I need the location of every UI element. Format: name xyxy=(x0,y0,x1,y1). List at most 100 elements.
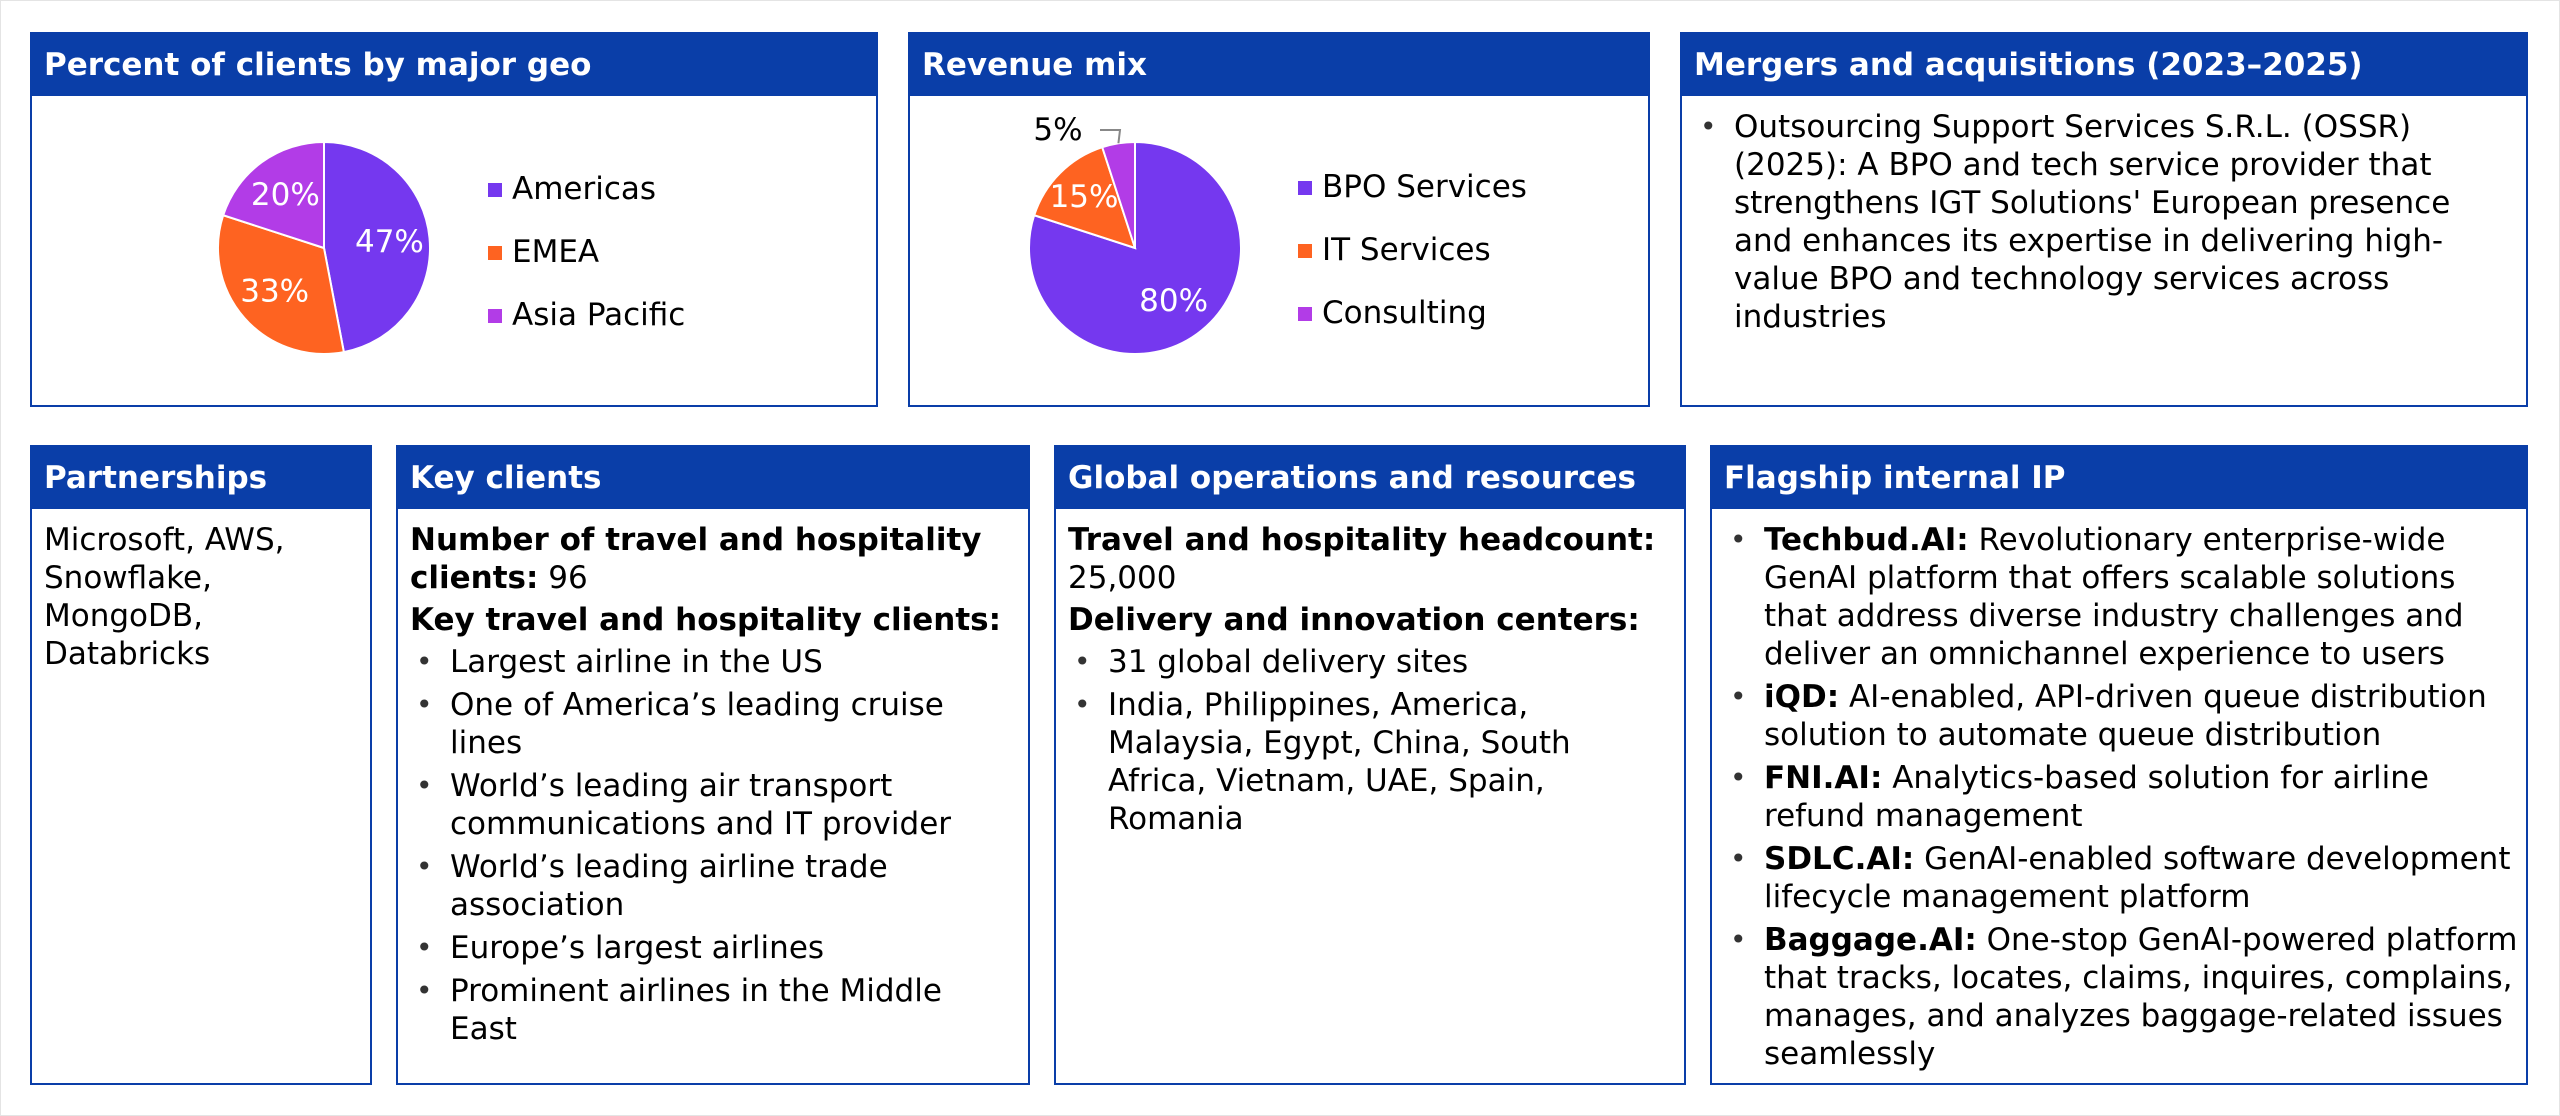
bullet-icon: • xyxy=(416,769,433,802)
list-item: • Europe’s largest airlines xyxy=(410,929,1016,967)
ip-item-desc: Revolutionary enterprise-wide GenAI plat… xyxy=(1764,522,2464,672)
bullet-icon: • xyxy=(1730,842,1747,875)
ip-list: • Techbud.AI: Revolutionary enterprise-wi… xyxy=(1724,521,2520,1073)
revenue-data-label-consulting: 5% xyxy=(1033,112,1082,148)
revenue-pie-chart: 80% 15% 5% xyxy=(1028,112,1242,355)
operations-headcount-label: Travel and hospitality headcount: xyxy=(1068,522,1656,558)
bullet-icon: • xyxy=(416,931,433,964)
bullet-icon: • xyxy=(416,850,433,883)
geo-legend: Americas EMEA Asia Pacific xyxy=(488,170,685,359)
ip-item-desc: AI-enabled, API-driven queue distributio… xyxy=(1764,679,2487,753)
legend-label-consulting: Consulting xyxy=(1322,295,1487,331)
bullet-icon: • xyxy=(1730,523,1747,556)
geo-data-label-americas: 47% xyxy=(355,224,424,260)
ip-item-desc: Analytics-based solution for airline ref… xyxy=(1764,760,2429,834)
legend-item-emea: EMEA xyxy=(488,233,685,271)
operations-headcount-value: 25,000 xyxy=(1068,560,1177,596)
bullet-icon: • xyxy=(1074,645,1091,678)
legend-item-consulting: Consulting xyxy=(1298,294,1527,332)
list-item: • iQD: AI-enabled, API-driven queue distr… xyxy=(1724,678,2520,754)
clients-count: Number of travel and hospitality clients… xyxy=(410,521,1016,597)
list-item-text: 31 global delivery sites xyxy=(1108,644,1469,680)
legend-swatch-consulting xyxy=(1298,307,1312,321)
list-item: • Largest airline in the US xyxy=(410,643,1016,681)
clients-list: • Largest airline in the US • One of Ameri… xyxy=(410,643,1016,1048)
clients-count-label: Number of travel and hospitality clients… xyxy=(410,522,982,596)
legend-item-asia-pacific: Asia Pacific xyxy=(488,296,685,334)
bullet-icon: • xyxy=(1730,761,1747,794)
list-item-text: World’s leading airline trade associatio… xyxy=(450,849,888,923)
list-item-text: Europe’s largest airlines xyxy=(450,930,825,966)
revenue-slice-bpo-services xyxy=(1028,140,1242,355)
mna-item-text: Outsourcing Support Services S.R.L. (OSS… xyxy=(1734,109,2451,335)
mna-panel: Mergers and acquisitions (2023–2025) • Ou… xyxy=(1680,32,2528,407)
bullet-icon: • xyxy=(1074,688,1091,721)
legend-label-emea: EMEA xyxy=(512,234,600,270)
geo-slice-emea xyxy=(217,213,346,355)
revenue-panel: Revenue mix 80% 15% 5% BPO Services IT Ser… xyxy=(908,32,1650,407)
legend-swatch-americas xyxy=(488,183,502,197)
revenue-slice-consulting xyxy=(1100,140,1136,249)
mna-title: Mergers and acquisitions (2023–2025) xyxy=(1682,34,2526,96)
partnerships-panel: Partnerships Microsoft, AWS, Snowflake, … xyxy=(30,445,372,1085)
list-item-text: Prominent airlines in the Middle East xyxy=(450,973,942,1047)
list-item: • SDLC.AI: GenAI-enabled software develop… xyxy=(1724,840,2520,916)
bullet-icon: • xyxy=(416,688,433,721)
legend-swatch-emea xyxy=(488,246,502,260)
legend-item-bpo-services: BPO Services xyxy=(1298,168,1527,206)
legend-swatch-asia-pacific xyxy=(488,309,502,323)
geo-pie-chart: 47% 33% 20% xyxy=(217,140,431,355)
legend-label-americas: Americas xyxy=(512,171,657,207)
bullet-icon: • xyxy=(1700,110,1717,143)
list-item-text: Largest airline in the US xyxy=(450,644,823,680)
legend-label-it-services: IT Services xyxy=(1322,232,1491,268)
revenue-data-label-bpo-services: 80% xyxy=(1139,283,1208,319)
list-item: • Prominent airlines in the Middle East xyxy=(410,972,1016,1048)
geo-slice-americas xyxy=(323,140,431,354)
partnerships-title: Partnerships xyxy=(32,447,370,509)
list-item: • FNI.AI: Analytics-based solution for ai… xyxy=(1724,759,2520,835)
operations-title: Global operations and resources xyxy=(1056,447,1684,509)
mna-item: • Outsourcing Support Services S.R.L. (OS… xyxy=(1694,108,2514,336)
legend-label-asia-pacific: Asia Pacific xyxy=(512,297,686,333)
legend-item-it-services: IT Services xyxy=(1298,231,1527,269)
clients-panel: Key clients Number of travel and hospita… xyxy=(396,445,1030,1085)
bullet-icon: • xyxy=(1730,680,1747,713)
ip-panel: Flagship internal IP • Techbud.AI: Revolu… xyxy=(1710,445,2528,1085)
ip-item-desc: One-stop GenAI-powered platform that tra… xyxy=(1764,922,2518,1072)
list-item: • World’s leading air transport communica… xyxy=(410,767,1016,843)
list-item: • One of America’s leading cruise lines xyxy=(410,686,1016,762)
geo-title: Percent of clients by major geo xyxy=(32,34,876,96)
list-item-text: World’s leading air transport communicat… xyxy=(450,768,952,842)
list-item: • India, Philippines, America, Malaysia, … xyxy=(1068,686,1672,838)
operations-panel: Global operations and resources Travel a… xyxy=(1054,445,1686,1085)
clients-count-value: 96 xyxy=(538,560,588,596)
legend-swatch-bpo-services xyxy=(1298,181,1312,195)
legend-item-americas: Americas xyxy=(488,170,685,208)
list-item: • World’s leading airline trade associati… xyxy=(410,848,1016,924)
list-item-text: India, Philippines, America, Malaysia, E… xyxy=(1108,687,1571,837)
geo-data-label-emea: 33% xyxy=(240,273,309,309)
ip-item-name: Baggage.AI: xyxy=(1764,922,1977,958)
geo-slice-asia-pacific xyxy=(221,140,325,250)
revenue-title: Revenue mix xyxy=(910,34,1648,96)
ip-item-desc: GenAI-enabled software development lifec… xyxy=(1764,841,2511,915)
geo-panel: Percent of clients by major geo 47% 33% 20… xyxy=(30,32,878,407)
bullet-icon: • xyxy=(416,974,433,1007)
ip-item-name: FNI.AI: xyxy=(1764,760,1883,796)
bullet-icon: • xyxy=(416,645,433,678)
list-item: • Techbud.AI: Revolutionary enterprise-wi… xyxy=(1724,521,2520,673)
ip-item-name: Techbud.AI: xyxy=(1764,522,1969,558)
list-item: • 31 global delivery sites xyxy=(1068,643,1672,681)
clients-title: Key clients xyxy=(398,447,1028,509)
clients-key-label: Key travel and hospitality clients: xyxy=(410,602,1001,638)
ip-item-name: iQD: xyxy=(1764,679,1840,715)
geo-data-label-asia-pacific: 20% xyxy=(251,177,320,213)
revenue-leader-line-consulting xyxy=(1100,129,1122,144)
partnerships-text: Microsoft, AWS, Snowflake, MongoDB, Data… xyxy=(44,522,285,672)
mna-list: • Outsourcing Support Services S.R.L. (OS… xyxy=(1694,108,2514,336)
list-item: • Baggage.AI: One-stop GenAI-powered plat… xyxy=(1724,921,2520,1073)
list-item-text: One of America’s leading cruise lines xyxy=(450,687,944,761)
revenue-legend: BPO Services IT Services Consulting xyxy=(1298,168,1527,357)
bullet-icon: • xyxy=(1730,923,1747,956)
